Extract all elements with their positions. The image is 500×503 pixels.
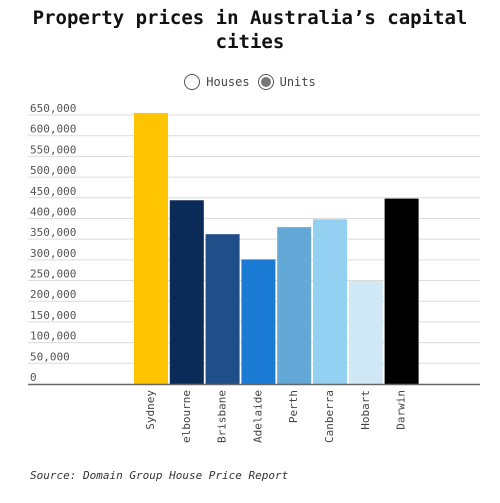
bar (134, 112, 168, 384)
units-radio-icon[interactable] (257, 74, 274, 90)
legend-option-units[interactable]: Units (257, 74, 316, 90)
x-tick-label: Perth (287, 390, 300, 423)
y-tick-label: 650,000 (30, 102, 76, 115)
legend-option-houses[interactable]: Houses (184, 74, 250, 90)
x-tick-label: Sydney (144, 390, 157, 430)
x-tick-label: Darwin (395, 390, 408, 430)
x-tick-label: Canberra (323, 390, 336, 443)
y-tick-label: 250,000 (30, 268, 76, 281)
x-tick-label: Adelaide (251, 390, 264, 443)
x-tick-label: Brisbane (216, 390, 229, 443)
y-tick-label: 0 (30, 371, 37, 384)
y-tick-label: 500,000 (30, 164, 76, 177)
bar (348, 280, 383, 384)
bar (241, 259, 276, 384)
x-tick-label: Hobart (359, 390, 372, 430)
legend-label-houses: Houses (206, 75, 250, 89)
chart-title: Property prices in Australia’s capital c… (32, 7, 468, 53)
bar (277, 227, 312, 384)
y-tick-label: 550,000 (30, 143, 76, 156)
y-tick-label: 200,000 (30, 288, 76, 301)
bar (169, 200, 204, 384)
y-tick-label: 50,000 (30, 350, 70, 363)
y-tick-label: 400,000 (30, 205, 76, 218)
bar (384, 198, 419, 384)
houses-radio-icon[interactable] (184, 74, 201, 90)
bar (205, 234, 240, 384)
y-tick-label: 100,000 (30, 330, 76, 343)
bar-chart: 0 50,000 100,000 150,000 200,000 250,000 300,0… (28, 102, 480, 443)
legend: Houses Units (0, 74, 500, 90)
legend-label-units: Units (279, 75, 316, 89)
y-tick-label: 300,000 (30, 247, 76, 260)
x-tick-label: elbourne (180, 390, 193, 443)
bar (313, 219, 347, 384)
y-tick-label: 600,000 (30, 123, 76, 136)
y-tick-label: 350,000 (30, 226, 76, 239)
y-tick-label: 150,000 (30, 309, 76, 322)
y-tick-label: 450,000 (30, 185, 76, 198)
source-note: Source: Domain Group House Price Report (30, 469, 289, 482)
